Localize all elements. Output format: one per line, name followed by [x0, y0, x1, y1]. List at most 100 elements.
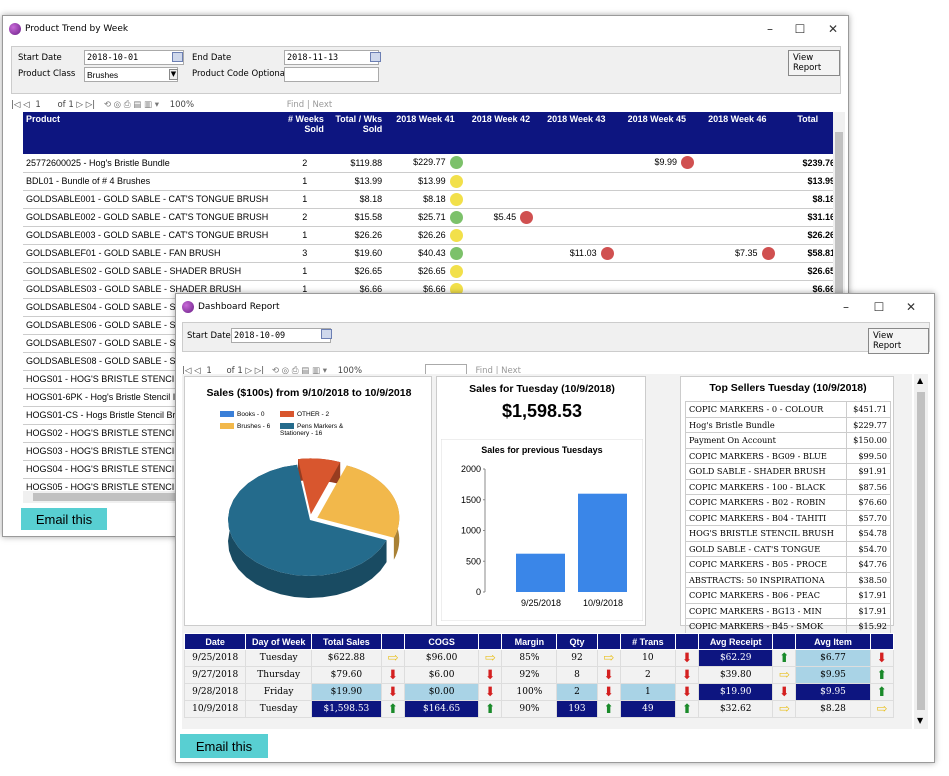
arrow-down-icon: ⬇	[484, 667, 496, 683]
table-cell: Tuesday	[245, 700, 312, 718]
scroll-thumb[interactable]	[835, 132, 843, 302]
legend-swatch	[220, 423, 234, 429]
pie-legend: Books - 0 OTHER - 2 Brushes - 6 Pens Marker…	[220, 411, 420, 451]
scroll-thumb[interactable]	[33, 493, 183, 501]
vertical-scrollbar[interactable]: ▲ ▼	[914, 374, 928, 729]
close-button[interactable]: ✕	[827, 22, 839, 36]
calendar-icon[interactable]	[172, 52, 183, 62]
horizontal-scrollbar[interactable]	[23, 491, 193, 503]
cell-tot: $239.76	[802, 157, 835, 168]
legend-label: OTHER - 2	[297, 411, 330, 418]
view-report-button[interactable]: View Report	[868, 328, 929, 354]
email-this-button[interactable]: Email this	[180, 734, 268, 758]
col-header: Date	[183, 633, 247, 650]
toolbar-icons[interactable]: ⟲ ◎ ⎙ ▤ ▥ ▾	[103, 100, 160, 110]
page-count: of 1	[226, 366, 243, 376]
maximize-button[interactable]: ☐	[873, 300, 885, 314]
col-header: Qty	[556, 633, 598, 650]
maximize-button[interactable]: ☐	[794, 22, 806, 36]
col-week-42: 2018 Week 42	[465, 112, 537, 154]
product-class-select[interactable]: Brushes	[84, 67, 178, 82]
close-button[interactable]: ✕	[905, 300, 917, 314]
calendar-icon[interactable]	[321, 329, 332, 339]
cell-w: 2	[302, 157, 308, 168]
vertical-scrollbar[interactable]	[833, 112, 845, 312]
product-code-input[interactable]	[284, 67, 379, 82]
cell-p: HOGS02 - HOG'S BRISTLE STENCIL	[26, 428, 180, 438]
col-header	[478, 633, 503, 650]
list-item: COPIC MARKERS - B02 - ROBIN $76.60	[684, 494, 891, 511]
sales-title: Sales for Tuesday (10/9/2018)	[469, 383, 615, 395]
cell-t: $6.66	[359, 284, 383, 294]
seller-amount: $229.77	[846, 416, 891, 433]
next-link[interactable]: Next	[501, 366, 521, 376]
scroll-thumb[interactable]	[917, 392, 925, 710]
toolbar-icons[interactable]: ⟲ ◎ ⎙ ▤ ▥ ▾	[271, 366, 328, 376]
cell-w42: $5.45	[493, 211, 517, 222]
arrow-right-icon: ⇨	[778, 667, 790, 683]
status-dot-icon	[681, 156, 695, 170]
cell-p: GOLDSABLES04 - GOLD SABLE - S	[26, 302, 176, 312]
arrow-down-icon: ⬇	[387, 667, 399, 683]
col-header: Total Sales	[310, 633, 382, 650]
end-date-input[interactable]: 2018-11-13	[284, 50, 379, 65]
next-page-icon[interactable]: ▷ ▷|	[76, 100, 96, 110]
bar-chart: Sales for previous Tuesdays 0 500 1000 1500 2…	[441, 439, 643, 621]
page-number[interactable]: 1	[206, 366, 212, 376]
table-cell: 92%	[501, 666, 558, 684]
find-link[interactable]: Find	[286, 100, 305, 110]
table-cell: 2	[556, 683, 598, 701]
col-header	[674, 633, 700, 650]
col-product: Product	[23, 112, 283, 154]
cell-w: 2	[302, 212, 308, 222]
scroll-down-icon[interactable]: ▼	[917, 716, 924, 725]
col-header	[596, 633, 621, 650]
table-cell: 85%	[501, 649, 558, 667]
cell-w45: $9.99	[654, 157, 678, 168]
first-page-icon[interactable]: |◁ ◁	[182, 366, 201, 376]
start-date-input[interactable]: 2018-10-09	[231, 328, 331, 343]
sales-total: $1,598.53	[501, 401, 583, 421]
view-report-button[interactable]: View Report	[788, 50, 840, 76]
minimize-button[interactable]: –	[843, 300, 849, 314]
end-date-label: End Date	[192, 53, 232, 63]
status-dot-icon	[449, 246, 463, 260]
email-this-button[interactable]: Email this	[21, 508, 107, 530]
seller-amount: $54.70	[846, 540, 891, 557]
col-weeks-sold: # Weeks Sold	[282, 112, 327, 154]
cell-p: HOGS05 - HOG'S BRISTLE STENCIL	[26, 482, 180, 492]
seller-name: COPIC MARKERS - BG09 - BLUE	[684, 447, 848, 464]
scroll-up-icon[interactable]: ▲	[917, 376, 924, 385]
seller-amount: $15.92	[846, 618, 891, 635]
start-date-input[interactable]: 2018-10-01	[84, 50, 184, 65]
zoom-select[interactable]: 100%	[337, 366, 363, 376]
cell-p: GOLDSABLE001 - GOLD SABLE - CAT'S TONGUE…	[26, 194, 269, 204]
first-page-icon[interactable]: |◁ ◁	[11, 100, 30, 110]
arrow-up-icon: ⬆	[876, 667, 888, 683]
seller-name: COPIC MARKERS - B02 - ROBIN	[684, 494, 848, 511]
status-dot-icon	[520, 210, 534, 224]
page-count: of 1	[57, 100, 74, 110]
cell-t: $119.88	[350, 157, 383, 168]
cell-p: GOLDSABLES06 - GOLD SABLE - S	[26, 320, 176, 330]
status-dot-icon	[761, 246, 775, 260]
cell-w43: $11.03	[569, 247, 597, 258]
minimize-button[interactable]: –	[767, 22, 773, 36]
next-page-icon[interactable]: ▷ ▷|	[245, 366, 265, 376]
next-link[interactable]: Next	[312, 100, 333, 110]
list-item: COPIC MARKERS - B04 - TAHITI $57.70	[684, 509, 891, 526]
dropdown-arrow-icon[interactable]: ▼	[169, 69, 178, 80]
arrow-down-icon: ⬇	[387, 684, 399, 700]
list-item: GOLD SABLE - SHADER BRUSH $91.91	[684, 463, 891, 480]
seller-name: COPIC MARKERS - B04 - TAHITI	[684, 509, 848, 526]
calendar-icon[interactable]	[370, 52, 381, 62]
zoom-select[interactable]: 100%	[169, 100, 195, 110]
start-date-label: Start Date	[187, 331, 231, 341]
seller-name: COPIC MARKERS - B06 - PEAC	[684, 587, 848, 604]
page-number[interactable]: 1	[35, 100, 41, 110]
find-link[interactable]: Find	[475, 366, 493, 376]
y-tick-label: 500	[466, 556, 481, 566]
cell-p: HOGS04 - HOG'S BRISTLE STENCIL	[26, 464, 180, 474]
seller-amount: $87.56	[846, 478, 891, 495]
status-dot-icon	[449, 282, 463, 296]
